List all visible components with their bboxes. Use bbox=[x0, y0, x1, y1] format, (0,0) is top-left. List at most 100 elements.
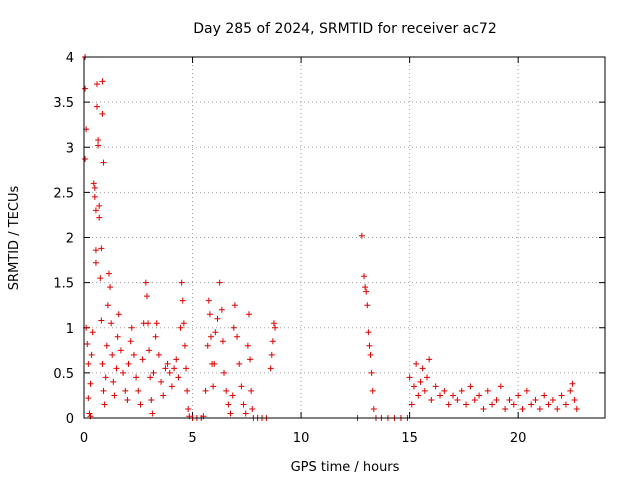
data-point-marker bbox=[122, 387, 129, 394]
data-point-marker bbox=[175, 374, 182, 381]
data-point-marker bbox=[166, 369, 173, 376]
data-point-marker bbox=[219, 338, 226, 345]
data-point-marker bbox=[234, 333, 241, 340]
data-point-marker bbox=[91, 184, 98, 191]
data-point-marker bbox=[146, 347, 153, 354]
data-point-marker bbox=[99, 360, 106, 367]
data-point-marker bbox=[96, 214, 103, 221]
data-point-marker bbox=[158, 378, 165, 385]
y-tick-label: 4 bbox=[66, 51, 74, 66]
data-point-marker bbox=[571, 396, 578, 403]
data-point-marker bbox=[177, 324, 184, 331]
data-point-marker bbox=[92, 247, 99, 254]
grid bbox=[84, 57, 605, 418]
data-point-marker bbox=[205, 297, 212, 304]
data-point-marker bbox=[541, 392, 548, 399]
data-point-marker bbox=[536, 405, 543, 412]
data-point-marker bbox=[115, 311, 122, 318]
data-point-marker bbox=[227, 410, 234, 417]
data-point-marker bbox=[153, 320, 160, 327]
y-tick-label: 0.5 bbox=[53, 367, 74, 382]
data-point-marker bbox=[408, 401, 415, 408]
data-point-marker bbox=[98, 245, 105, 252]
y-axis-title: SRMTID / TECUs bbox=[7, 186, 22, 291]
data-point-marker bbox=[242, 410, 249, 417]
data-point-marker bbox=[463, 401, 470, 408]
data-point-marker bbox=[101, 401, 108, 408]
data-point-marker bbox=[454, 396, 461, 403]
data-point-marker bbox=[506, 396, 513, 403]
data-point-marker bbox=[100, 387, 107, 394]
data-point-marker bbox=[89, 329, 96, 336]
data-point-marker bbox=[92, 207, 99, 214]
data-point-marker bbox=[109, 351, 116, 358]
data-point-marker bbox=[91, 193, 98, 200]
data-point-marker bbox=[206, 311, 213, 318]
data-point-marker bbox=[110, 378, 117, 385]
data-point-marker bbox=[155, 351, 162, 358]
data-point-marker bbox=[458, 387, 465, 394]
data-point-marker bbox=[148, 396, 155, 403]
data-point-marker bbox=[99, 110, 106, 117]
data-point-marker bbox=[249, 405, 256, 412]
data-point-marker bbox=[238, 383, 245, 390]
y-tick-label: 3.5 bbox=[53, 96, 74, 111]
data-point-marker bbox=[87, 380, 94, 387]
data-point-marker bbox=[95, 137, 102, 144]
data-point-marker bbox=[84, 340, 91, 347]
data-point-marker bbox=[218, 306, 225, 313]
data-point-marker bbox=[270, 320, 277, 327]
data-point-marker bbox=[363, 288, 370, 295]
data-point-marker bbox=[147, 374, 154, 381]
data-point-marker bbox=[85, 395, 92, 402]
data-point-marker bbox=[102, 374, 109, 381]
data-point-marker bbox=[417, 378, 424, 385]
data-point-marker bbox=[171, 365, 178, 372]
data-point-marker bbox=[244, 342, 251, 349]
data-point-marker bbox=[476, 392, 483, 399]
y-tick-label: 0 bbox=[66, 412, 74, 427]
data-point-marker bbox=[471, 396, 478, 403]
data-point-marker bbox=[528, 401, 535, 408]
data-point-marker bbox=[413, 360, 420, 367]
tick-labels: 0 5 10 15 20 0 0.5 1 1.5 2 2.5 3 3.5 4 bbox=[53, 51, 526, 446]
data-point-marker bbox=[207, 333, 214, 340]
data-point-marker bbox=[90, 180, 97, 187]
data-point-marker bbox=[99, 78, 106, 85]
data-point-marker bbox=[229, 392, 236, 399]
data-point-marker bbox=[124, 396, 131, 403]
data-point-marker bbox=[445, 401, 452, 408]
data-point-marker bbox=[185, 405, 192, 412]
data-point-marker bbox=[240, 401, 247, 408]
data-point-marker bbox=[133, 374, 140, 381]
x-tick-label: 15 bbox=[401, 431, 418, 446]
data-point-marker bbox=[100, 159, 107, 166]
plot-frame bbox=[83, 56, 606, 419]
data-point-marker bbox=[484, 387, 491, 394]
data-point-marker bbox=[82, 85, 89, 92]
data-point-marker bbox=[437, 392, 444, 399]
data-point-marker bbox=[361, 273, 368, 280]
data-point-marker bbox=[558, 392, 565, 399]
data-point-marker bbox=[428, 396, 435, 403]
data-point-marker bbox=[139, 356, 146, 363]
data-point-marker bbox=[421, 387, 428, 394]
data-point-marker bbox=[180, 320, 187, 327]
data-point-marker bbox=[95, 142, 102, 149]
data-point-marker bbox=[135, 387, 142, 394]
data-point-marker bbox=[88, 351, 95, 358]
data-point-marker bbox=[423, 374, 430, 381]
data-point-marker bbox=[480, 405, 487, 412]
data-point-marker bbox=[216, 279, 223, 286]
data-point-marker bbox=[85, 360, 92, 367]
data-point-marker bbox=[98, 317, 105, 324]
data-point-marker bbox=[183, 365, 190, 372]
y-tick-label: 2 bbox=[66, 232, 74, 247]
data-point-marker bbox=[202, 387, 209, 394]
data-point-marker bbox=[410, 383, 417, 390]
data-point-marker bbox=[231, 302, 238, 309]
data-point-marker bbox=[573, 405, 580, 412]
data-point-marker bbox=[97, 275, 104, 282]
data-point-marker bbox=[86, 410, 93, 417]
data-point-marker bbox=[247, 356, 254, 363]
